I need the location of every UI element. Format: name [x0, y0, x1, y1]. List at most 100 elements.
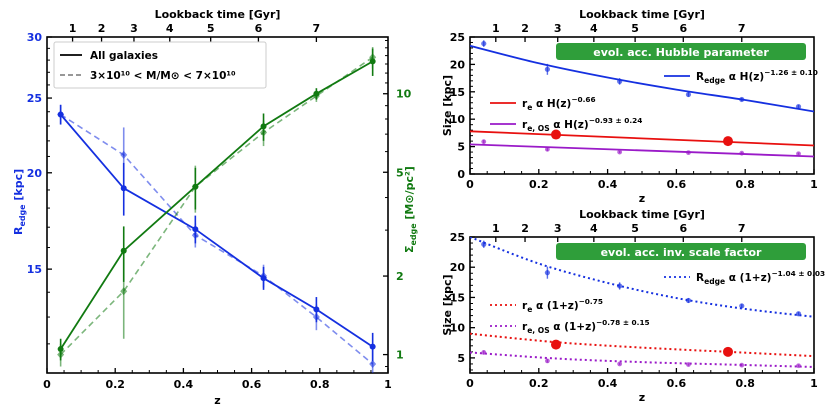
edge-point [481, 40, 487, 47]
series-line [59, 113, 374, 348]
top-tick-label: 5 [631, 22, 639, 35]
x-tick-label: 0.2 [105, 378, 125, 391]
fit-curve-re-os [470, 143, 814, 158]
x-axis-label: z [214, 394, 220, 407]
legend-all-label: All galaxies [90, 50, 158, 62]
x-tick-label: 0.6 [242, 378, 262, 391]
y-tick-label: 10 [450, 113, 466, 126]
edge-point [739, 96, 745, 103]
x-tick-label: 1 [810, 178, 818, 191]
right-axis-label: Σedge [M⊙/pc²] [403, 166, 418, 253]
top-tick-label: 5 [631, 222, 639, 235]
edge-point [617, 283, 623, 289]
os-point [739, 150, 745, 156]
left-axis-label: Redge [kpc] [12, 169, 27, 235]
os-point [481, 139, 487, 145]
edge-point [795, 103, 802, 110]
chart-title: evol. acc. Hubble parameter [593, 46, 769, 59]
os-point [686, 150, 691, 156]
data-point [312, 313, 320, 322]
series-line [60, 56, 374, 356]
edge-point [617, 78, 623, 84]
top-tick-label: 4 [590, 22, 598, 35]
x-tick-label: 0.4 [598, 178, 618, 191]
re-point [551, 129, 561, 140]
title-banner [556, 43, 806, 60]
top-axis-label: Lookback time [Gyr] [579, 8, 705, 21]
top-axis-label: Lookback time [Gyr] [155, 8, 281, 21]
data-point [369, 359, 377, 368]
fit-label-re: re α H(z)−0.66 [522, 95, 596, 112]
y-axis-label: Size [kpc] [441, 274, 454, 335]
right-tick-label: 1 [396, 349, 404, 362]
edge-point [544, 66, 551, 72]
fit-label-re-os: re, OS α H(z)−0.93 ± 0.24 [522, 116, 642, 133]
data-point [369, 343, 376, 350]
data-point [191, 182, 199, 191]
x-tick-label: 0.8 [310, 378, 330, 391]
fit-curve-re-os [470, 351, 814, 368]
top-tick-label: 3 [554, 22, 562, 35]
os-point [545, 358, 550, 364]
x-tick-label: 0.2 [529, 178, 549, 191]
top-axis-label: Lookback time [Gyr] [579, 208, 705, 221]
top-tick-label: 5 [207, 22, 215, 35]
os-point [545, 146, 550, 152]
series-line [60, 113, 374, 365]
x-tick-label: 0 [43, 378, 51, 391]
data-point [57, 350, 65, 359]
data-point [120, 247, 127, 254]
top-tick-label: 7 [738, 22, 746, 35]
x-tick-label: 0.4 [598, 377, 618, 390]
data-point [57, 110, 65, 119]
data-point [120, 185, 127, 192]
top-tick-label: 1 [492, 22, 500, 35]
x-axis-label: z [639, 192, 645, 205]
top-tick-label: 7 [313, 22, 321, 35]
series-group [470, 237, 814, 369]
data-point [120, 150, 128, 159]
legend-box [53, 41, 267, 89]
chart-title: evol. acc. inv. scale factor [601, 246, 762, 259]
top-tick-label: 4 [590, 222, 598, 235]
y-tick-label: 15 [450, 291, 465, 304]
y-tick-label: 20 [450, 261, 466, 274]
data-point [312, 92, 320, 101]
series-group [470, 40, 814, 158]
edge-point [685, 91, 692, 98]
y-axis-label: Size [kpc] [441, 75, 454, 136]
top-tick-label: 1 [492, 222, 500, 235]
series-line [59, 60, 374, 350]
x-tick-label: 0 [466, 178, 474, 191]
re-point [551, 339, 561, 350]
x-tick-label: 1 [810, 377, 818, 390]
os-point [796, 151, 801, 157]
top-tick-label: 1 [69, 22, 77, 35]
top-tick-label: 2 [521, 22, 529, 35]
x-tick-label: 0.8 [735, 178, 755, 191]
fit-label-edge: Redge α (1+z)−1.04 ± 0.03 [696, 269, 825, 286]
legend-mass-label: 3×10¹⁰ < M/M⊙ < 7×10¹⁰ [90, 70, 236, 82]
y-tick-label: 25 [450, 31, 465, 44]
os-point [796, 363, 801, 369]
y-tick-label: 0 [457, 168, 465, 181]
fit-curve-edge [470, 237, 814, 318]
y-tick-label: 15 [450, 86, 465, 99]
data-point [191, 231, 199, 240]
top-tick-label: 7 [738, 222, 746, 235]
x-tick-label: 1 [384, 378, 392, 391]
x-tick-label: 0.4 [174, 378, 194, 391]
fit-curve-re [470, 130, 814, 147]
title-banner [556, 243, 806, 260]
x-tick-label: 0.6 [667, 178, 687, 191]
y-tick-label: 10 [450, 322, 466, 335]
edge-point [795, 311, 802, 317]
top-tick-label: 2 [521, 222, 529, 235]
top-tick-label: 2 [98, 22, 106, 35]
series-group [57, 47, 377, 373]
x-tick-label: 0.8 [735, 377, 755, 390]
fit-label-re-os: re, OS α (1+z)−0.78 ± 0.15 [522, 318, 650, 335]
data-point [120, 287, 128, 296]
top-tick-label: 6 [679, 222, 687, 235]
edge-point [481, 241, 487, 247]
